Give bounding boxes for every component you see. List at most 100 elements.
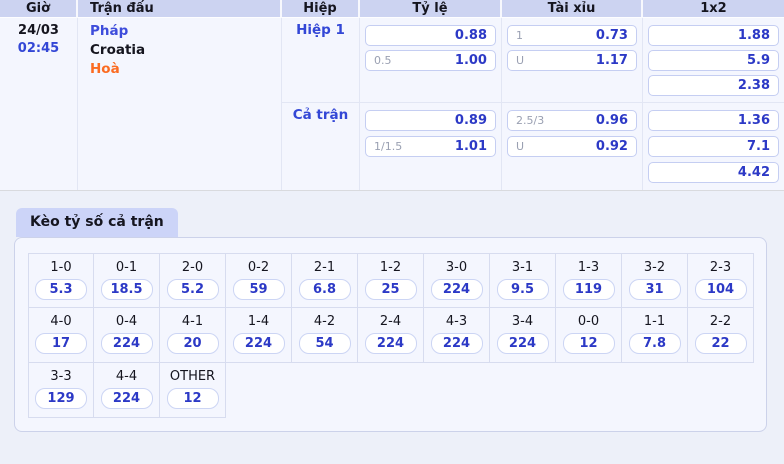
odds-box[interactable]: U 1.17 [507,50,637,71]
score-odds-button[interactable]: 5.2 [166,279,219,300]
score-cell: 1-2 25 [358,253,424,308]
handicap-label: U [516,54,525,67]
score-cell: 1-4 224 [226,308,292,363]
odds-value: 0.92 [595,139,628,154]
odds-box[interactable]: 0.5 1.00 [365,50,496,71]
handicap-label: U [516,140,525,153]
score-odds-button[interactable]: 20 [166,333,219,354]
score-label: 1-2 [379,260,402,275]
odds-value: 0.73 [595,28,628,43]
odds-box[interactable]: 0.88 [365,25,496,46]
odds-box[interactable]: 1.88 [648,25,779,46]
score-odds-button[interactable]: 22 [694,333,747,354]
score-label: 3-1 [511,260,534,275]
score-label: 0-1 [115,260,138,275]
score-label: 4-0 [50,314,72,329]
score-label: 4-1 [181,314,204,329]
score-odds-button[interactable]: 54 [298,333,351,354]
score-odds-button[interactable]: 119 [562,279,615,300]
score-label: 2-1 [313,260,336,275]
handicap-label: 2.5/3 [516,114,545,127]
score-odds-button[interactable]: 6.8 [298,279,351,300]
score-odds-button[interactable]: 12 [166,388,219,409]
score-label: 4-4 [115,369,138,384]
over-under-boxes-half1: 1 0.73 U 1.17 [502,18,643,103]
score-cell: 3-2 31 [622,253,688,308]
odds-box[interactable]: 0.89 [365,110,496,131]
col-header-rate: Tỷ lệ [360,0,502,18]
score-cell: 0-2 59 [226,253,292,308]
rate-boxes-fulltime: 0.89 1/1.5 1.01 [360,103,502,190]
odds-table: Giờ Trận đấu Hiệp Tỷ lệ Tài xỉu 1x2 24/0… [0,0,784,191]
odds-box[interactable]: 1/1.5 1.01 [365,136,496,157]
draw-label: Hoà [90,61,120,77]
score-label: 0-2 [247,260,270,275]
odds-table-body: 24/03 02:45 Pháp Croatia Hoà Hiệp 1 0.88… [0,18,784,190]
tab-correct-score[interactable]: Kèo tỷ số cả trận [16,208,178,237]
score-odds-button[interactable]: 31 [628,279,681,300]
odds-value: 1.00 [454,53,487,68]
score-odds-button[interactable]: 5.3 [35,279,87,300]
score-cell: 3-0 224 [424,253,490,308]
score-cell: 0-1 18.5 [94,253,160,308]
score-odds-button[interactable]: 224 [364,333,417,354]
match-cell: Pháp Croatia Hoà [78,18,282,190]
score-label: 1-4 [247,314,270,329]
col-header-half: Hiệp [282,0,360,18]
score-odds-button[interactable]: 104 [694,279,747,300]
odds-box[interactable]: 2.5/3 0.96 [507,110,637,131]
odds-value: 4.42 [737,165,770,180]
odds-box[interactable]: 7.1 [648,136,779,157]
score-cell: 3-4 224 [490,308,556,363]
score-odds-button[interactable]: 12 [562,333,615,354]
score-odds-button[interactable]: 224 [232,333,285,354]
odds-box[interactable]: 2.38 [648,75,779,96]
score-label: 2-4 [379,314,402,329]
section-label-half1: Hiệp 1 [282,18,360,103]
score-cell: 3-1 9.5 [490,253,556,308]
score-cell: 0-0 12 [556,308,622,363]
score-odds-button[interactable]: 7.8 [628,333,681,354]
score-label: 3-4 [511,314,534,329]
score-odds-button[interactable]: 59 [232,279,285,300]
1x2-boxes-half1: 1.88 5.9 2.38 [643,18,784,103]
score-row: 1-0 5.3 0-1 18.5 2-0 5.2 0-2 59 2-1 6.8 1-2 25 3-0 22… [28,253,766,308]
odds-value: 1.01 [454,139,487,154]
score-odds-button[interactable]: 224 [430,279,483,300]
score-label: 2-0 [181,260,204,275]
section-label-fulltime: Cả trận [282,103,360,190]
score-cell: 2-3 104 [688,253,754,308]
score-odds-button[interactable]: 25 [364,279,417,300]
score-odds-button[interactable]: 224 [430,333,483,354]
score-label: 1-0 [50,260,72,275]
odds-box[interactable]: 1.36 [648,110,779,131]
score-row: 4-0 17 0-4 224 4-1 20 1-4 224 4-2 54 2-4 224 4-3 224 3… [28,308,766,363]
score-cell: 2-2 22 [688,308,754,363]
1x2-boxes-fulltime: 1.36 7.1 4.42 [643,103,784,190]
odds-value: 7.1 [746,139,770,154]
score-cell: 1-0 5.3 [28,253,94,308]
handicap-label: 1/1.5 [374,140,403,153]
odds-value: 1.88 [737,28,770,43]
odds-value: 1.17 [595,53,628,68]
score-odds-button[interactable]: 224 [100,333,153,354]
score-odds-button[interactable]: 224 [496,333,549,354]
col-header-1x2: 1x2 [643,0,784,18]
odds-value: 0.88 [454,28,487,43]
odds-box[interactable]: 4.42 [648,162,779,183]
odds-box[interactable]: U 0.92 [507,136,637,157]
score-label: OTHER [169,369,216,384]
score-odds-button[interactable]: 129 [35,388,87,409]
score-cell: 1-1 7.8 [622,308,688,363]
odds-box[interactable]: 1 0.73 [507,25,637,46]
score-odds-button[interactable]: 224 [100,388,153,409]
score-cell: 4-4 224 [94,363,160,418]
score-cell: 4-1 20 [160,308,226,363]
score-odds-button[interactable]: 18.5 [100,279,153,300]
odds-value: 0.96 [595,113,628,128]
odds-box[interactable]: 5.9 [648,50,779,71]
score-odds-button[interactable]: 17 [35,333,87,354]
col-header-match: Trận đấu [78,0,282,18]
score-odds-button[interactable]: 9.5 [496,279,549,300]
match-date: 24/03 [18,23,59,38]
